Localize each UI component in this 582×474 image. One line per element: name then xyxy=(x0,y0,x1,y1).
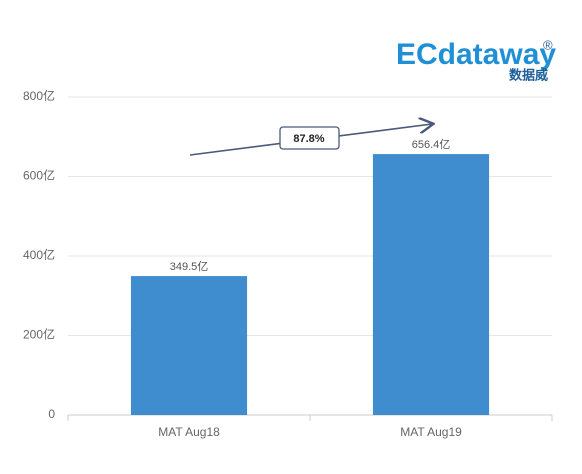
logo-subtitle: 数据威 xyxy=(509,67,548,82)
value-label: 656.4亿 xyxy=(412,138,451,151)
logo-mark: ® xyxy=(543,37,553,52)
bar xyxy=(372,154,490,415)
y-tick-label: 200亿 xyxy=(23,327,55,342)
x-tick-label: MAT Aug19 xyxy=(400,425,462,439)
logo-text: ECdataway xyxy=(396,38,556,71)
value-label: 349.5亿 xyxy=(170,260,209,273)
bar xyxy=(130,276,248,415)
x-tick-label: MAT Aug18 xyxy=(158,425,220,439)
y-tick-label: 400亿 xyxy=(23,247,55,262)
annotation-box xyxy=(279,126,340,150)
y-tick-label: 600亿 xyxy=(23,168,55,183)
y-tick-label: 800亿 xyxy=(23,88,55,103)
annotation: 87.8% xyxy=(293,133,324,145)
y-tick-label: 0 xyxy=(48,407,55,421)
